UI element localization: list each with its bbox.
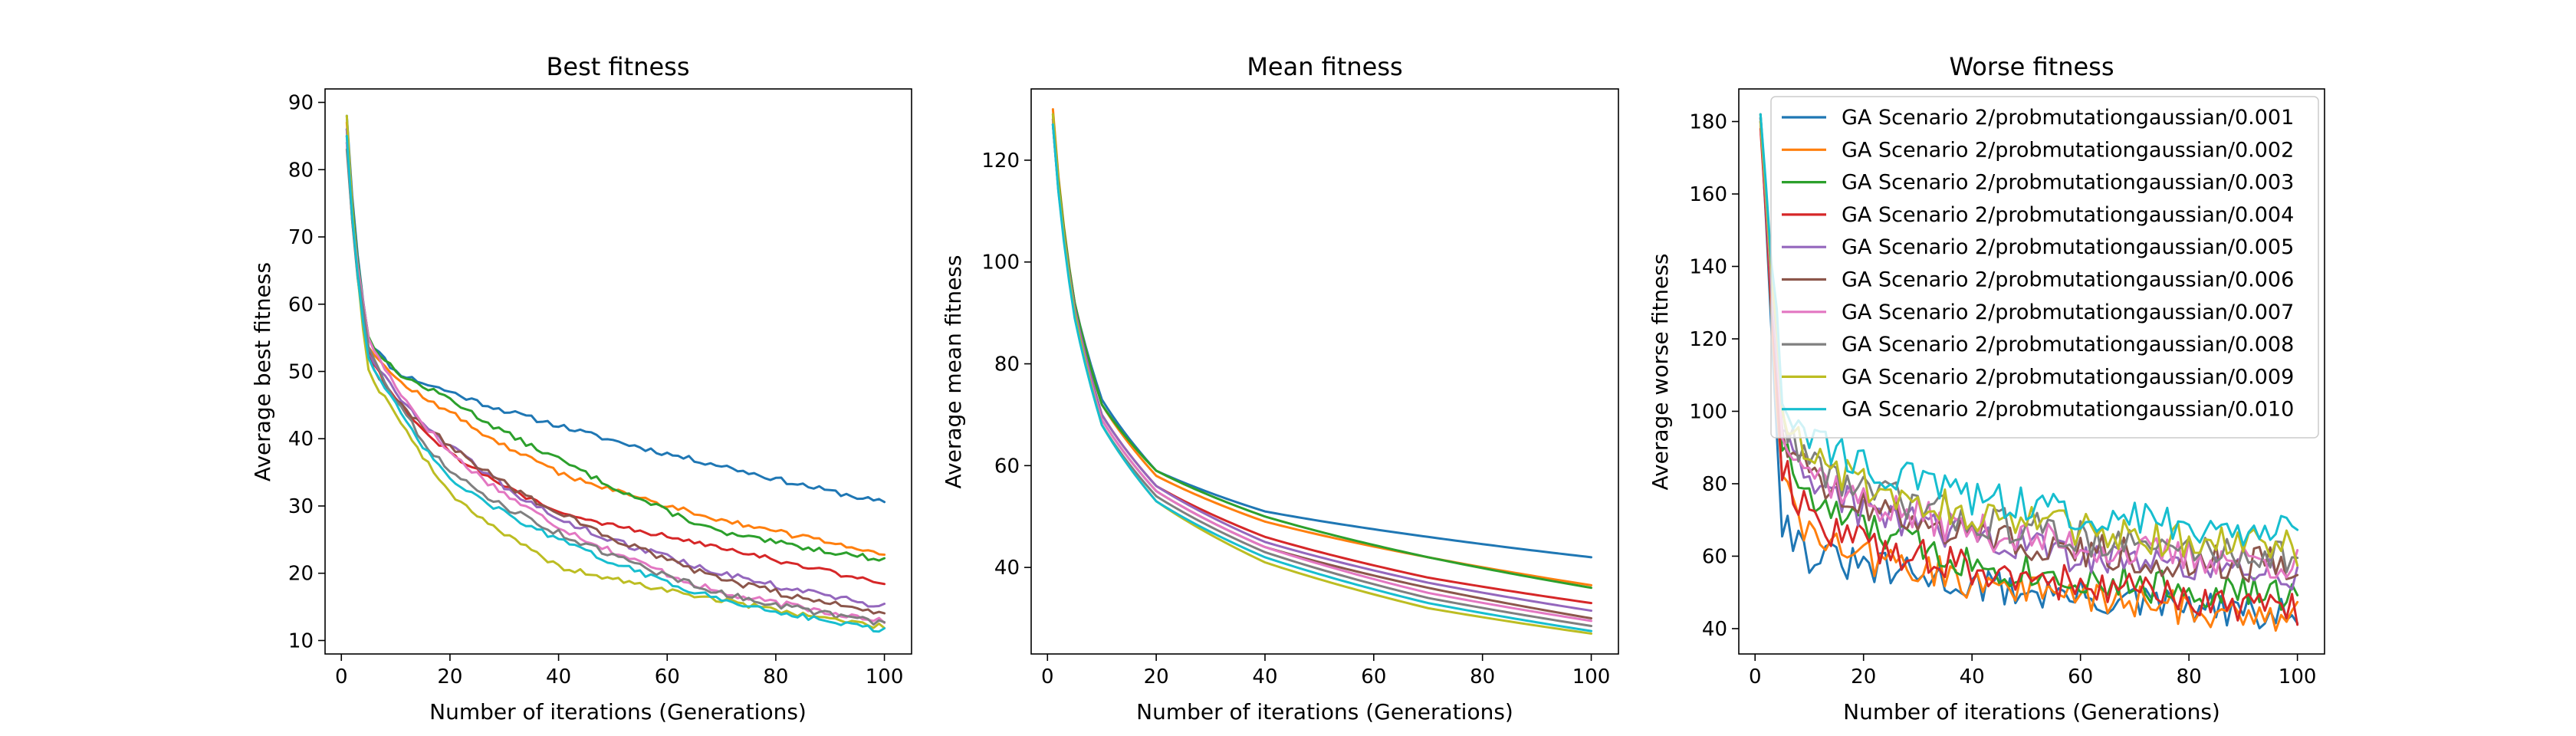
legend: GA Scenario 2/probmutationgaussian/0.001… [1770, 96, 2319, 439]
series-line [345, 114, 886, 629]
y-tick-label: 120 [981, 150, 1020, 172]
y-tick-label: 60 [1702, 545, 1727, 568]
legend-item: GA Scenario 2/probmutationgaussian/0.010 [1782, 398, 2294, 422]
y-tick-label: 90 [288, 92, 314, 115]
x-tick-label: 80 [1470, 665, 1495, 688]
plot-frame [1738, 88, 2325, 655]
series-line [1051, 123, 1593, 627]
y-tick-label: 140 [1689, 255, 1727, 278]
x-tick-label: 20 [437, 665, 462, 688]
series-line [1051, 123, 1593, 623]
legend-label: GA Scenario 2/probmutationgaussian/0.010 [1842, 398, 2294, 422]
legend-label: GA Scenario 2/probmutationgaussian/0.009 [1842, 365, 2294, 389]
series-line [1051, 123, 1593, 632]
series-line [1051, 113, 1593, 590]
y-tick-label: 160 [1689, 183, 1727, 206]
y-tick-label: 70 [288, 226, 314, 249]
legend-label: GA Scenario 2/probmutationgaussian/0.006 [1842, 268, 2294, 292]
y-tick-label: 60 [994, 455, 1020, 478]
x-tick-label: 80 [2177, 665, 2202, 688]
legend-item: GA Scenario 2/probmutationgaussian/0.001 [1782, 106, 2294, 130]
y-tick-label: 180 [1689, 111, 1727, 134]
series-lines [1051, 108, 1593, 635]
y-tick-label: 50 [288, 361, 314, 384]
legend-label: GA Scenario 2/probmutationgaussian/0.003 [1842, 171, 2294, 195]
legend-label: GA Scenario 2/probmutationgaussian/0.007 [1842, 301, 2294, 324]
series-line [345, 128, 886, 562]
x-axis-label: Number of iterations (Generations) [1136, 699, 1513, 724]
series-line [1051, 118, 1593, 613]
x-tick-label: 100 [1572, 665, 1611, 688]
x-tick-label: 100 [866, 665, 904, 688]
y-tick-label: 40 [994, 557, 1020, 580]
x-axis-label: Number of iterations (Generations) [1843, 699, 2220, 724]
y-axis-label: Average mean fitness [941, 255, 966, 489]
series-line [345, 134, 886, 633]
y-tick-label: 40 [288, 428, 314, 451]
legend-box [1770, 96, 2319, 439]
legend-item: GA Scenario 2/probmutationgaussian/0.009 [1782, 365, 2294, 389]
legend-item: GA Scenario 2/probmutationgaussian/0.004 [1782, 203, 2294, 227]
series-line [1759, 120, 2299, 632]
series-line [345, 134, 886, 586]
series-line [1759, 120, 2299, 567]
series-line [1759, 120, 2299, 579]
legend-item: GA Scenario 2/probmutationgaussian/0.006 [1782, 268, 2294, 292]
legend-item: GA Scenario 2/probmutationgaussian/0.003 [1782, 171, 2294, 195]
series-line [345, 141, 886, 615]
legend-item: GA Scenario 2/probmutationgaussian/0.005 [1782, 235, 2294, 259]
legend-item: GA Scenario 2/probmutationgaussian/0.002 [1782, 138, 2294, 162]
y-tick-label: 120 [1689, 328, 1727, 351]
y-tick-label: 20 [288, 563, 314, 586]
series-line [1759, 127, 2299, 626]
legend-label: GA Scenario 2/probmutationgaussian/0.005 [1842, 235, 2294, 259]
legend-item: GA Scenario 2/probmutationgaussian/0.007 [1782, 301, 2294, 324]
legend-label: GA Scenario 2/probmutationgaussian/0.008 [1842, 333, 2294, 356]
series-line [1051, 108, 1593, 586]
y-tick-label: 100 [1689, 400, 1727, 423]
x-tick-label: 0 [1041, 665, 1054, 688]
series-lines [345, 114, 886, 633]
y-tick-label: 30 [288, 495, 314, 518]
x-tick-label: 20 [1144, 665, 1169, 688]
x-tick-label: 40 [546, 665, 571, 688]
x-tick-label: 80 [763, 665, 788, 688]
series-line [345, 114, 886, 504]
legend-label: GA Scenario 2/probmutationgaussian/0.002 [1842, 138, 2294, 162]
x-tick-label: 60 [2068, 665, 2093, 688]
y-tick-label: 80 [1702, 473, 1727, 496]
plot-frame [1030, 88, 1619, 655]
y-tick-label: 10 [288, 629, 314, 652]
x-tick-label: 100 [2279, 665, 2317, 688]
best-fitness-panel: Best fitness Number of iterations (Gener… [250, 52, 912, 724]
series-line [1759, 113, 2299, 547]
panel-title: Worse fitness [1949, 52, 2114, 81]
y-tick-label: 80 [288, 159, 314, 182]
x-tick-label: 40 [1960, 665, 1985, 688]
y-axis-label: Average worse fitness [1648, 254, 1673, 491]
y-tick-label: 100 [981, 251, 1020, 274]
panel-title: Mean fitness [1247, 52, 1402, 81]
legend-item: GA Scenario 2/probmutationgaussian/0.008 [1782, 333, 2294, 356]
series-line [1759, 113, 2299, 573]
y-tick-label: 60 [288, 294, 314, 317]
x-tick-label: 20 [1851, 665, 1876, 688]
legend-label: GA Scenario 2/probmutationgaussian/0.001 [1842, 106, 2294, 130]
worse-fitness-panel: Worse fitness Number of iterations (Gene… [1648, 52, 2325, 724]
x-axis-label: Number of iterations (Generations) [429, 699, 807, 724]
x-tick-label: 60 [655, 665, 680, 688]
panel-title: Best fitness [546, 52, 689, 81]
x-tick-label: 0 [1749, 665, 1762, 688]
legend-label: GA Scenario 2/probmutationgaussian/0.004 [1842, 203, 2294, 227]
y-tick-label: 40 [1702, 618, 1727, 641]
y-tick-label: 80 [994, 353, 1020, 376]
x-tick-label: 60 [1361, 665, 1386, 688]
series-line [345, 148, 886, 626]
x-tick-label: 0 [335, 665, 348, 688]
series-lines [1759, 113, 2299, 632]
mean-fitness-panel: Mean fitness Number of iterations (Gener… [941, 52, 1619, 724]
y-axis-label: Average best fitness [250, 262, 275, 481]
x-tick-label: 40 [1252, 665, 1277, 688]
